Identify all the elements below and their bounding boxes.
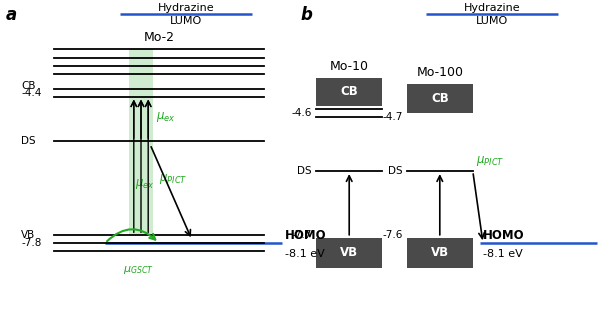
Bar [316, 78, 382, 106]
Text: DS: DS [21, 136, 35, 146]
Text: b: b [300, 6, 312, 24]
Text: -7.8: -7.8 [21, 238, 41, 248]
Text: Hydrazine: Hydrazine [464, 3, 520, 13]
Text: DS: DS [298, 166, 312, 176]
Text: LUMO: LUMO [476, 16, 508, 26]
Text: $\mu_{PICT}$: $\mu_{PICT}$ [159, 172, 187, 186]
Text: -4.7: -4.7 [382, 112, 403, 122]
Text: -4.4: -4.4 [21, 88, 41, 98]
Text: -8.1 eV: -8.1 eV [285, 249, 325, 259]
Text: HOMO: HOMO [483, 229, 524, 242]
Bar [316, 238, 382, 268]
Text: CB: CB [21, 81, 35, 91]
Text: Mo-100: Mo-100 [416, 66, 463, 79]
Text: Hydrazine: Hydrazine [158, 3, 214, 13]
Text: -7.6: -7.6 [382, 230, 403, 240]
Text: HOMO: HOMO [285, 229, 326, 242]
Text: $\mu_{ex}$: $\mu_{ex}$ [135, 177, 155, 191]
Text: $\mu_{GSCT}$: $\mu_{GSCT}$ [123, 264, 154, 276]
Text: LUMO: LUMO [170, 16, 202, 26]
Text: -7.7: -7.7 [292, 230, 312, 240]
Text: -8.1 eV: -8.1 eV [483, 249, 523, 259]
Text: -4.6: -4.6 [292, 108, 312, 119]
Text: CB: CB [340, 85, 358, 99]
Text: a: a [6, 6, 17, 24]
Text: CB: CB [431, 92, 449, 105]
Text: VB: VB [431, 246, 449, 259]
Text: $\mu_{ex}$: $\mu_{ex}$ [156, 110, 176, 124]
Text: DS: DS [388, 166, 403, 176]
Text: VB: VB [340, 246, 358, 259]
Text: Mo-10: Mo-10 [330, 60, 369, 73]
Text: Mo-2: Mo-2 [143, 31, 175, 44]
Bar [129, 49, 153, 235]
Bar [407, 238, 473, 268]
Text: VB: VB [21, 230, 35, 240]
Text: $\mu_{PICT}$: $\mu_{PICT}$ [476, 154, 504, 168]
Bar [407, 84, 473, 113]
